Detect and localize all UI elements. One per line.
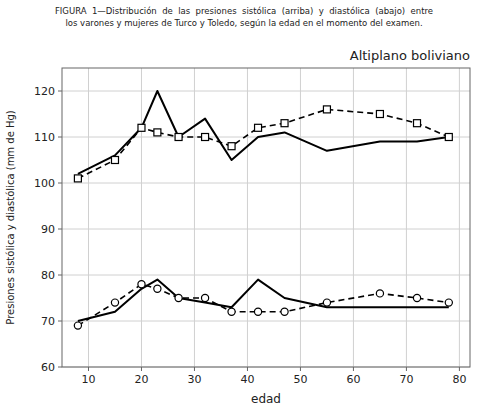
subtitle: los varones y mujeres de Turco y Toledo,… [65, 18, 422, 28]
marker [201, 294, 208, 301]
marker [323, 299, 330, 306]
marker [445, 299, 452, 306]
x-tick-label: 20 [134, 373, 148, 386]
x-tick [141, 367, 142, 371]
grid-line [459, 68, 460, 367]
series-line [78, 284, 449, 325]
x-tick [406, 367, 407, 371]
marker [228, 308, 235, 315]
grid-line [406, 68, 407, 367]
series-line [78, 280, 449, 321]
y-tick [58, 183, 62, 184]
axes: 60 70 80 90 100 110 120 10 20 30 40 50 60 70 80 [34, 85, 466, 386]
marker [323, 106, 330, 113]
grid-line [62, 91, 470, 92]
grid-line [194, 68, 195, 367]
y-tick-label: 110 [34, 131, 55, 144]
marker [413, 294, 420, 301]
marker [154, 129, 161, 136]
x-tick [88, 367, 89, 371]
grid-line [88, 68, 89, 367]
marker [111, 157, 118, 164]
y-tick [58, 229, 62, 230]
marker [74, 175, 81, 182]
marker [175, 294, 182, 301]
grid-line [353, 68, 354, 367]
marker [376, 111, 383, 118]
x-tick-label: 70 [399, 373, 413, 386]
x-tick [194, 367, 195, 371]
marker [74, 322, 81, 329]
marker [175, 134, 182, 141]
chart: FIGURA 1—Distribución de las presiones s… [0, 0, 488, 413]
series-line [78, 91, 449, 174]
marker [138, 124, 145, 131]
y-tick [58, 321, 62, 322]
y-tick-label: 100 [34, 177, 55, 190]
x-tick-label: 40 [240, 373, 254, 386]
marker [255, 124, 262, 131]
x-tick [353, 367, 354, 371]
grid-line [62, 137, 470, 138]
marker [111, 299, 118, 306]
grid-line [62, 275, 470, 276]
x-tick-label: 60 [346, 373, 360, 386]
plot-area [74, 91, 452, 329]
x-axis-label: edad [251, 392, 281, 406]
marker [202, 134, 209, 141]
y-tick-label: 60 [41, 361, 55, 374]
grid-line [300, 68, 301, 367]
grid-line [141, 68, 142, 367]
x-tick-label: 10 [81, 373, 95, 386]
x-tick [300, 367, 301, 371]
x-tick [459, 367, 460, 371]
marker [138, 281, 145, 288]
marker [445, 134, 452, 141]
grid-line [62, 183, 470, 184]
y-axis-label: Presiones sistólica y diastólica (mm de … [5, 110, 16, 325]
y-tick [58, 91, 62, 92]
plot-frame [62, 68, 470, 367]
y-tick [58, 275, 62, 276]
y-tick-label: 90 [41, 223, 55, 236]
series-line [78, 109, 449, 178]
subtitle: FIGURA 1—Distribución de las presiones s… [55, 6, 433, 16]
x-tick [247, 367, 248, 371]
title: Altiplano boliviano [350, 48, 470, 63]
marker [254, 308, 261, 315]
x-tick-label: 30 [187, 373, 201, 386]
grid-line [62, 229, 470, 230]
y-tick-label: 80 [41, 269, 55, 282]
grid-line [247, 68, 248, 367]
grid [62, 68, 470, 367]
marker [414, 120, 421, 127]
marker [376, 290, 383, 297]
marker [281, 120, 288, 127]
marker [228, 143, 235, 150]
y-tick [58, 137, 62, 138]
x-tick-label: 50 [293, 373, 307, 386]
marker [154, 285, 161, 292]
y-tick [58, 367, 62, 368]
y-tick-label: 120 [34, 85, 55, 98]
y-tick-label: 70 [41, 315, 55, 328]
grid-line [62, 321, 470, 322]
marker [281, 308, 288, 315]
x-tick-label: 80 [452, 373, 466, 386]
